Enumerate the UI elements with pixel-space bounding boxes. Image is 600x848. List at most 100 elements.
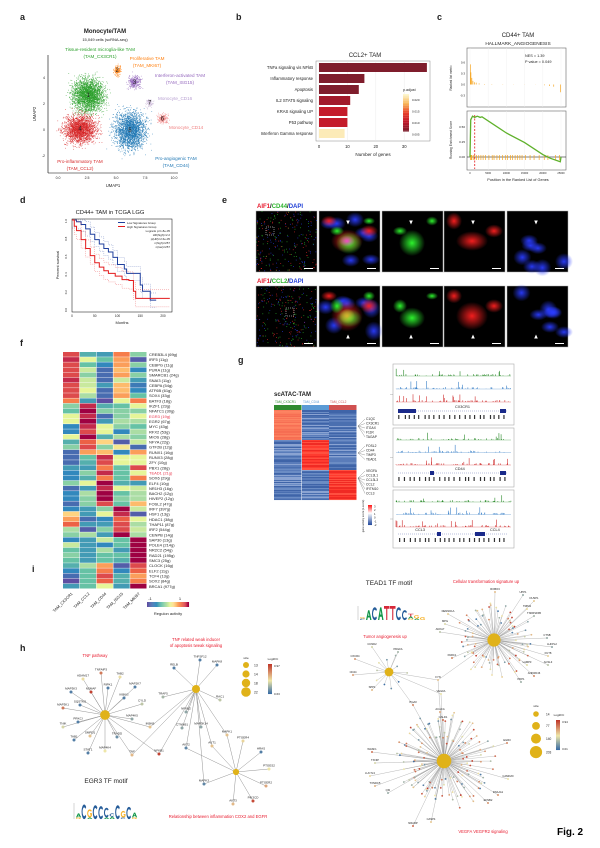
umap-point <box>106 105 108 107</box>
umap-point <box>77 78 79 80</box>
umap-point <box>76 91 77 93</box>
umap-point <box>128 80 130 81</box>
umap-point <box>88 109 90 111</box>
umap-point <box>86 80 88 81</box>
umap-point <box>77 114 78 116</box>
umap-point <box>88 97 90 99</box>
umap-point <box>72 138 74 140</box>
umap-point <box>72 98 73 99</box>
umap-point <box>84 78 86 80</box>
umap-point <box>80 88 82 89</box>
umap-point <box>90 125 92 127</box>
umap-point <box>65 133 66 135</box>
umap-point <box>72 139 74 140</box>
umap-point <box>90 100 92 101</box>
umap-point <box>94 94 95 96</box>
umap-point <box>83 122 84 124</box>
umap-point <box>77 91 79 92</box>
umap-point <box>89 130 91 132</box>
umap-point <box>89 133 91 134</box>
umap-point <box>89 75 90 77</box>
umap-point <box>70 123 71 125</box>
umap-point <box>77 93 79 95</box>
umap-point <box>81 138 83 140</box>
umap-point <box>77 109 78 111</box>
umap-point <box>86 123 87 124</box>
umap-point <box>93 131 95 133</box>
umap-point <box>83 86 85 88</box>
umap-point <box>133 75 134 77</box>
umap-point <box>68 138 70 140</box>
umap-point <box>87 77 89 78</box>
umap-point <box>84 141 86 143</box>
umap-point <box>83 120 84 121</box>
umap-point <box>87 116 89 118</box>
umap-point <box>73 120 74 122</box>
umap-point <box>87 121 89 122</box>
umap-point <box>98 77 100 78</box>
umap-point <box>93 96 95 98</box>
umap-point <box>80 93 82 95</box>
umap-point <box>97 108 98 110</box>
umap-point <box>93 100 95 101</box>
umap-point <box>75 99 77 101</box>
umap-point <box>79 139 80 141</box>
umap-point <box>85 102 86 103</box>
umap-point <box>87 81 89 83</box>
umap-point <box>95 109 96 111</box>
umap-point <box>82 121 83 122</box>
umap-point <box>85 132 87 134</box>
umap-point <box>88 88 89 90</box>
umap-point <box>90 138 91 140</box>
umap-point <box>98 107 100 109</box>
umap-point <box>113 69 115 71</box>
umap-point <box>101 91 102 93</box>
umap-point <box>83 81 84 82</box>
umap-point <box>85 115 87 116</box>
umap-point <box>74 105 76 107</box>
umap-point <box>90 97 92 99</box>
umap-point <box>91 125 93 127</box>
umap-point <box>96 127 98 129</box>
umap-point <box>74 92 75 94</box>
panel-letter-i: i <box>32 564 35 574</box>
umap-point <box>65 109 66 110</box>
umap-point <box>81 94 82 95</box>
umap-point <box>115 72 117 74</box>
umap-point <box>84 132 86 133</box>
umap-point <box>81 84 83 86</box>
umap-point <box>116 74 118 75</box>
umap-point <box>85 82 87 84</box>
umap-point <box>99 89 100 91</box>
umap-point <box>63 128 65 129</box>
umap-point <box>70 132 72 134</box>
umap-point <box>67 135 69 136</box>
umap-point <box>86 130 88 131</box>
umap-point <box>89 122 91 124</box>
umap-point <box>117 70 118 72</box>
umap-point <box>73 89 75 91</box>
umap-point <box>103 81 104 83</box>
umap-point <box>82 116 84 118</box>
umap-point <box>88 114 90 116</box>
umap-point <box>70 138 71 140</box>
umap-point <box>80 145 82 147</box>
umap-point <box>84 138 86 140</box>
umap-point <box>92 136 94 137</box>
umap-point <box>86 83 88 85</box>
umap-point <box>79 114 80 116</box>
umap-point <box>102 92 104 93</box>
umap-point <box>81 91 82 92</box>
umap-point <box>88 137 89 139</box>
umap-point <box>85 102 86 104</box>
umap-point <box>95 114 96 115</box>
umap-point <box>87 80 88 82</box>
umap-point <box>86 112 88 114</box>
umap-point <box>92 130 94 132</box>
umap-point <box>96 92 98 94</box>
umap-point <box>93 121 95 123</box>
umap-point <box>85 93 86 95</box>
umap-point <box>129 78 130 79</box>
umap-point <box>70 142 72 144</box>
umap-point <box>137 81 139 83</box>
